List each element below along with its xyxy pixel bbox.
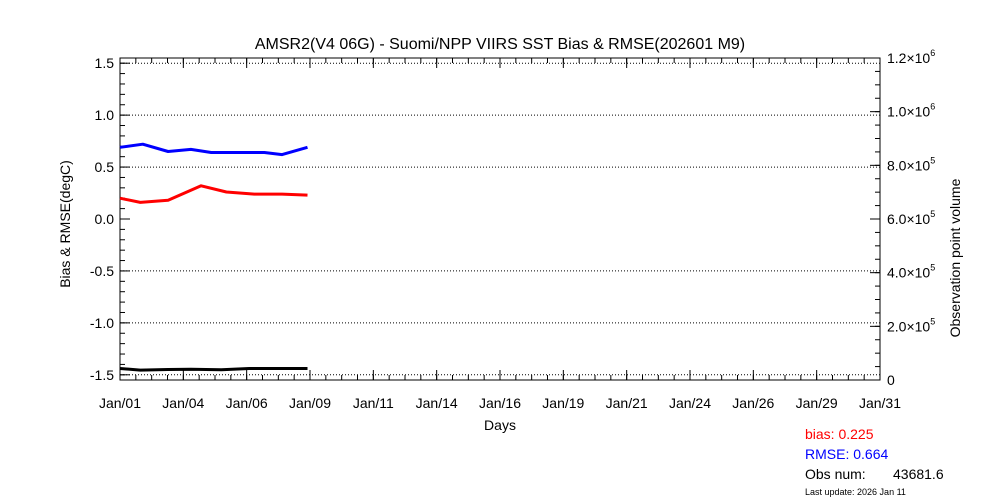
x-tick-label: Jan/31 [859, 395, 901, 411]
x-tick-label: Jan/19 [542, 395, 584, 411]
y-axis-label: Bias & RMSE(degC) [57, 160, 73, 288]
rmse-stat: RMSE: 0.664 [805, 446, 889, 462]
x-axis-label: Days [484, 417, 516, 433]
y2-tick-exponent: 5 [930, 263, 935, 273]
y-tick-label: -0.5 [90, 263, 114, 279]
y2-tick-exponent: 5 [930, 155, 935, 165]
y2-tick-exponent: 6 [930, 48, 935, 58]
chart-title: AMSR2(V4 06G) - Suomi/NPP VIIRS SST Bias… [255, 36, 745, 53]
obs-num-label: Obs num: [805, 466, 866, 482]
bias-stat: bias: 0.225 [805, 426, 874, 442]
y2-tick-label: 1.2×106 [887, 48, 935, 66]
x-tick-label: Jan/29 [796, 395, 838, 411]
series-lines [119, 142, 308, 372]
x-axis: Jan/01 Jan/04 Jan/06 Jan/09 Jan/11 Jan/14 Jan/… [99, 58, 901, 411]
x-tick-label: Jan/24 [669, 395, 711, 411]
x-tick-label: Jan/09 [289, 395, 331, 411]
y-tick-label: -1.0 [90, 315, 114, 331]
series-line-rmse [119, 142, 308, 157]
y-tick-label: 0.0 [95, 211, 115, 227]
obs-num-stat: Obs num: 43681.6 [805, 466, 944, 482]
plot-border [119, 57, 881, 381]
x-tick-label: Jan/16 [479, 395, 521, 411]
series-line-obs [119, 367, 308, 372]
x-tick-label: Jan/14 [416, 395, 458, 411]
y-tick-label: -1.5 [90, 367, 114, 383]
y-tick-label: 1.5 [95, 55, 115, 71]
y2-tick-exponent: 5 [930, 316, 935, 326]
x-tick-label: Jan/26 [732, 395, 774, 411]
y2-axis-label: Observation point volume [947, 178, 963, 337]
obs-num-value: 43681.6 [893, 466, 944, 482]
grid-lines [120, 62, 880, 376]
y2-tick-label: 6.0×105 [887, 209, 935, 227]
x-tick-label: Jan/06 [226, 395, 268, 411]
y-tick-label: 0.5 [95, 159, 115, 175]
series-line-bias [119, 184, 308, 204]
y2-tick-label: 8.0×105 [887, 155, 935, 173]
y2-tick-label: 4.0×105 [887, 263, 935, 281]
x-tick-label: Jan/01 [99, 395, 141, 411]
plot-frame [119, 57, 881, 381]
y-tick-label: 1.0 [95, 107, 115, 123]
y2-tick-label: 1.0×106 [887, 102, 935, 120]
x-tick-label: Jan/21 [606, 395, 648, 411]
y2-tick-exponent: 5 [930, 209, 935, 219]
x-tick-label: Jan/04 [162, 395, 204, 411]
last-update: Last update: 2026 Jan 11 [805, 487, 906, 497]
right-axis: 1.2×106 1.0×106 8.0×105 6.0×105 4.0×105 2.0×1… [870, 48, 935, 388]
y2-tick-label: 2.0×105 [887, 316, 935, 334]
x-tick-label: Jan/11 [353, 395, 394, 411]
y2-tick-exponent: 6 [930, 102, 935, 112]
y2-tick-label: 0 [887, 372, 895, 388]
left-axis: 1.5 1.0 0.5 0.0 -0.5 -1.0 -1.5 [90, 55, 130, 383]
